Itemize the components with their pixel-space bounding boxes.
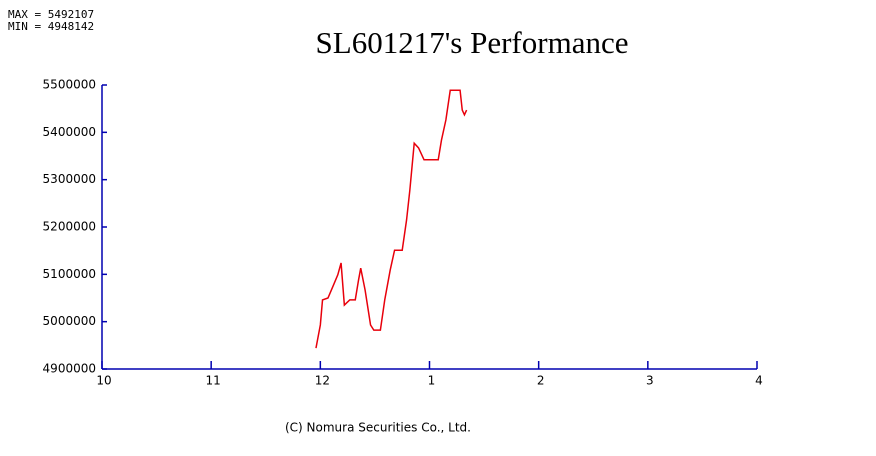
- x-tick-label: 12: [315, 374, 330, 388]
- data-line: [315, 89, 468, 349]
- x-tick-label: 4: [755, 374, 763, 388]
- y-tick-label: 4900000: [43, 362, 96, 376]
- min-annotation: MIN = 4948142: [8, 20, 94, 33]
- x-tick-label: 11: [206, 374, 221, 388]
- x-tick-label: 2: [537, 374, 545, 388]
- y-tick-label: 5500000: [43, 78, 96, 92]
- y-tick-label: 5200000: [43, 220, 96, 234]
- chart-title: SL601217's Performance: [316, 25, 629, 60]
- max-annotation: MAX = 5492107: [8, 8, 94, 21]
- x-tick-label: 3: [646, 374, 654, 388]
- footer: (C) Nomura Securities Co., Ltd.: [285, 421, 471, 435]
- y-tick-label: 5400000: [43, 125, 96, 139]
- x-tick-label: 10: [96, 374, 111, 388]
- y-tick-label: 5300000: [43, 172, 96, 186]
- y-tick-label: 5000000: [43, 314, 96, 328]
- y-tick-label: 5100000: [43, 267, 96, 281]
- x-tick-label: 1: [428, 374, 436, 388]
